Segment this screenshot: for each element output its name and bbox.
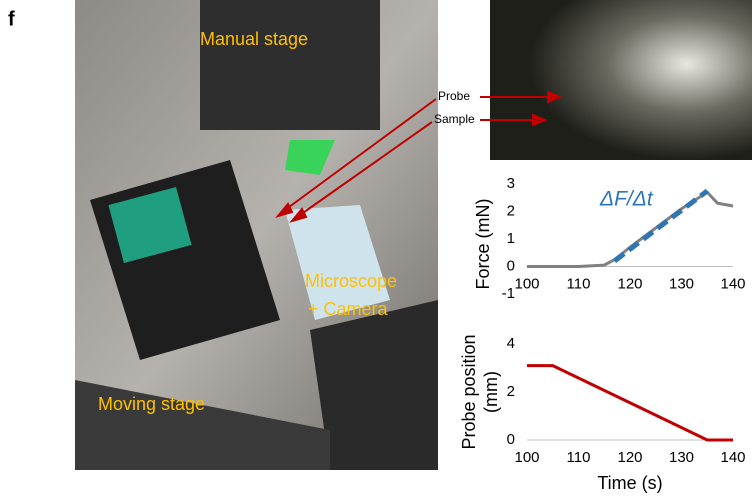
y-axis-label: Force (mN): [473, 199, 493, 290]
y-tick-label: 4: [507, 335, 515, 352]
x-tick-label: 100: [514, 275, 539, 292]
photo-label: Manual stage: [200, 29, 308, 49]
photo-label: + Camera: [308, 299, 389, 319]
inset-photo: [490, 0, 752, 160]
y-tick-label: 3: [507, 175, 515, 192]
y-tick-label: 0: [507, 257, 515, 274]
photo-label: Microscope: [305, 271, 397, 291]
inset-label: Sample: [434, 112, 475, 126]
y-tick-label: 2: [507, 383, 515, 400]
x-tick-label: 140: [720, 275, 745, 292]
x-tick-label: 110: [567, 449, 591, 466]
y-axis-label: (mm): [481, 371, 501, 413]
x-tick-label: 120: [617, 449, 642, 466]
y-tick-label: 2: [507, 202, 515, 219]
x-tick-label: 130: [669, 449, 694, 466]
x-axis-label: Time (s): [597, 473, 662, 493]
inset-label: Probe: [438, 89, 470, 103]
data-line: [527, 366, 733, 440]
x-tick-label: 130: [669, 275, 694, 292]
x-tick-label: 120: [617, 275, 642, 292]
manual-stage-shape: [200, 0, 380, 130]
photo-label: Moving stage: [98, 394, 205, 414]
y-tick-label: 1: [507, 230, 515, 247]
panel-label: f: [8, 8, 15, 30]
x-tick-label: 140: [720, 449, 745, 466]
annotation: ΔF/Δt: [599, 188, 654, 211]
x-tick-label: 110: [567, 275, 591, 292]
figure: f Manual stage Microscope + Camera Movin…: [0, 0, 752, 497]
x-tick-label: 100: [514, 449, 539, 466]
y-axis-label: Probe position: [459, 334, 479, 449]
y-tick-label: 0: [507, 431, 515, 448]
y-tick-label: -1: [502, 285, 515, 302]
